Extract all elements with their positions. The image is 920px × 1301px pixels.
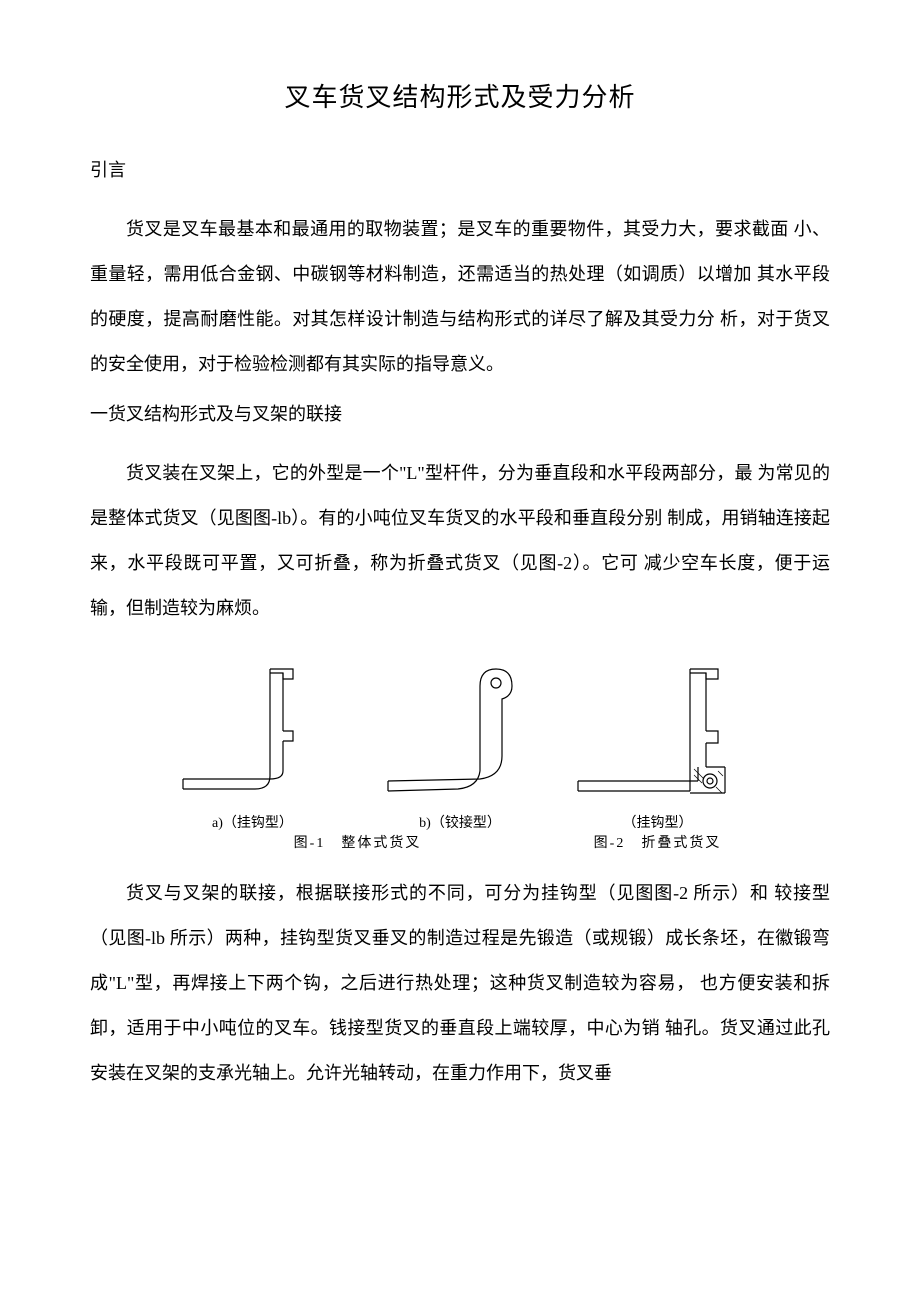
figure-2-caption: 图-2 折叠式货叉 — [594, 837, 722, 851]
figure-1a-label: a)（挂钩型） — [212, 817, 293, 831]
fork-hinge-type-icon — [380, 661, 540, 811]
intro-paragraph: 货叉是叉车最基本和最通用的取物装置；是叉车的重要物件，其受力大，要求截面 小、重… — [90, 207, 830, 387]
document-title: 叉车货叉结构形式及受力分析 — [90, 85, 830, 111]
figure-1a: a)（挂钩型） — [175, 661, 330, 831]
figure-area: a)（挂钩型） b)（铰接型 — [90, 661, 830, 851]
figure-1b: b)（铰接型） — [380, 661, 540, 831]
section1-para2: 货叉与叉架的联接，根据联接形式的不同，可分为挂钩型（见图图-2 所示）和 较接型… — [90, 871, 830, 1096]
figure-2-label: （挂钩型） — [623, 817, 693, 831]
figure-1b-label: b)（铰接型） — [419, 817, 501, 831]
figure-2: （挂钩型） — [570, 661, 745, 831]
fork-hook-type-icon — [175, 661, 330, 811]
figure-1-caption: 图-1 整体式货叉 — [294, 837, 422, 851]
section1-para1: 货叉装在叉架上，它的外型是一个"L"型杆件，分为垂直段和水平段两部分，最 为常见… — [90, 451, 830, 631]
figure-1-block: a)（挂钩型） b)（铰接型 — [175, 661, 540, 851]
intro-heading: 引言 — [90, 161, 830, 179]
section1-heading: 一货叉结构形式及与叉架的联接 — [90, 405, 830, 423]
figure-2-block: （挂钩型） 图-2 折叠式货叉 — [570, 661, 745, 851]
fork-folding-type-icon — [570, 661, 745, 811]
